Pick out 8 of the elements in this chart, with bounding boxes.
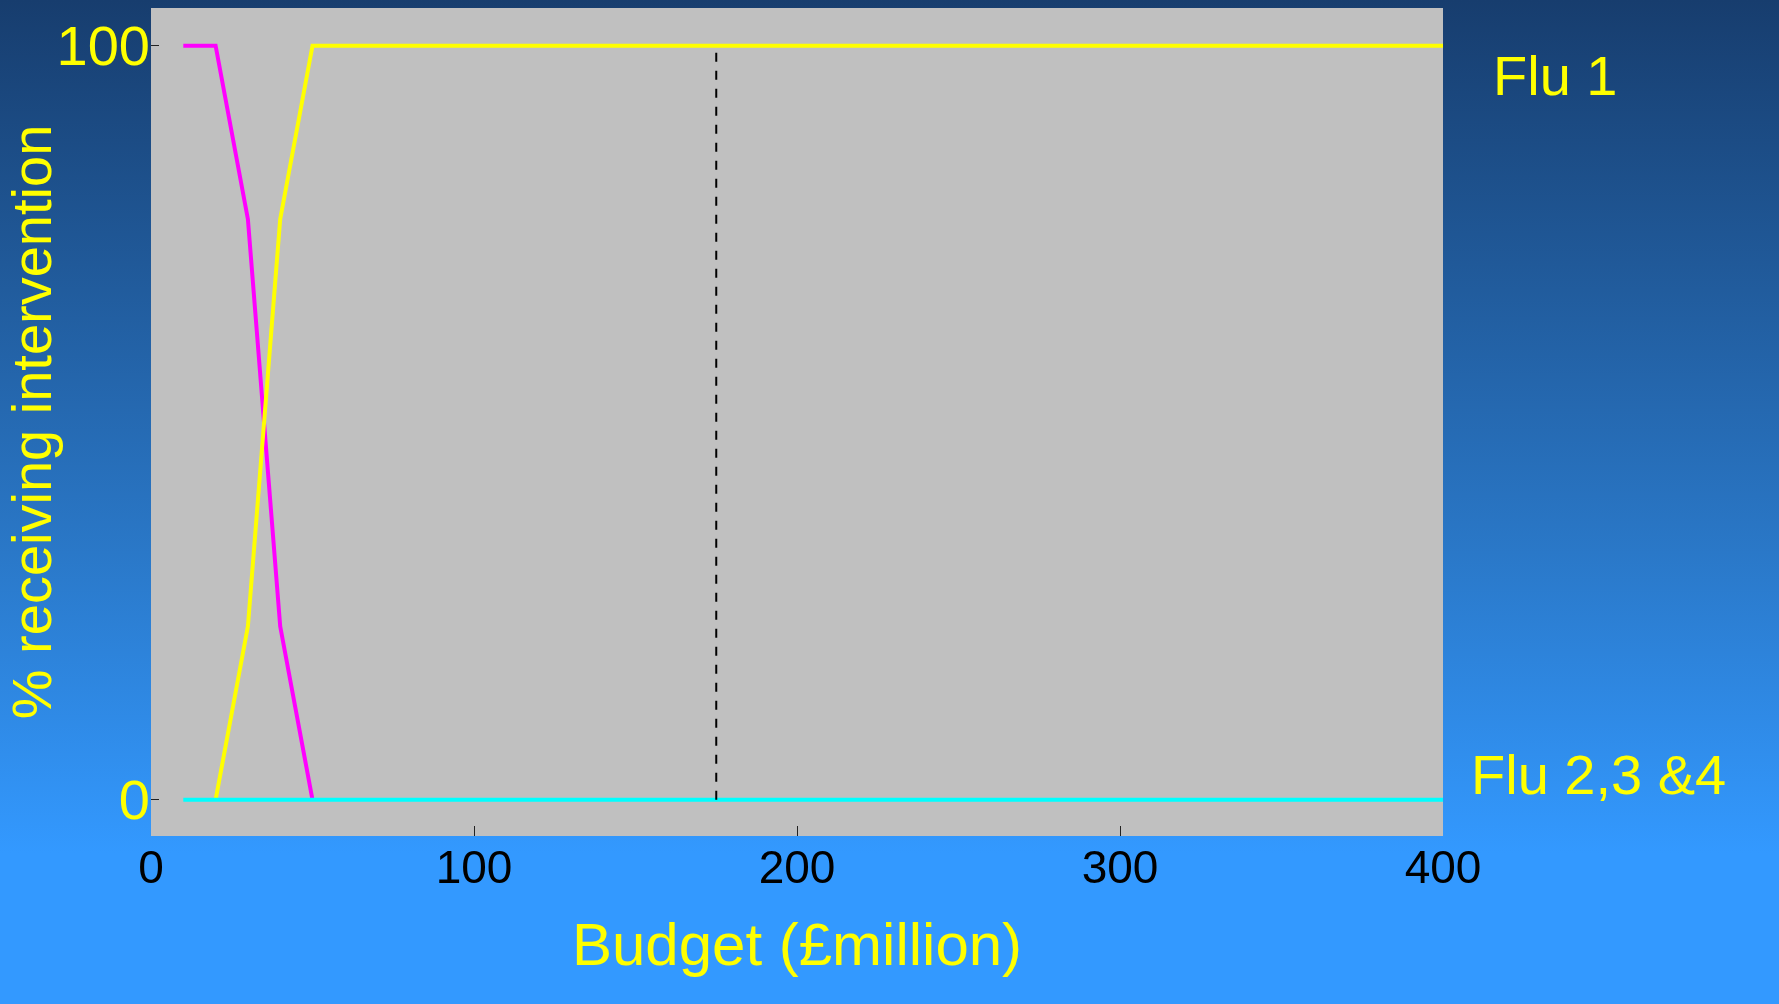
- x-tick-label: 300: [1081, 841, 1159, 893]
- series-label: Flu 1: [1493, 44, 1618, 107]
- x-axis-title: Budget (£million): [571, 910, 1023, 978]
- y-axis-title: % receiving intervention: [0, 124, 63, 720]
- x-tick-label: 100: [435, 841, 513, 893]
- x-tick-label: 400: [1404, 841, 1482, 893]
- series-label: Flu 2,3 &4: [1471, 743, 1727, 806]
- x-tick-label: 200: [758, 841, 836, 893]
